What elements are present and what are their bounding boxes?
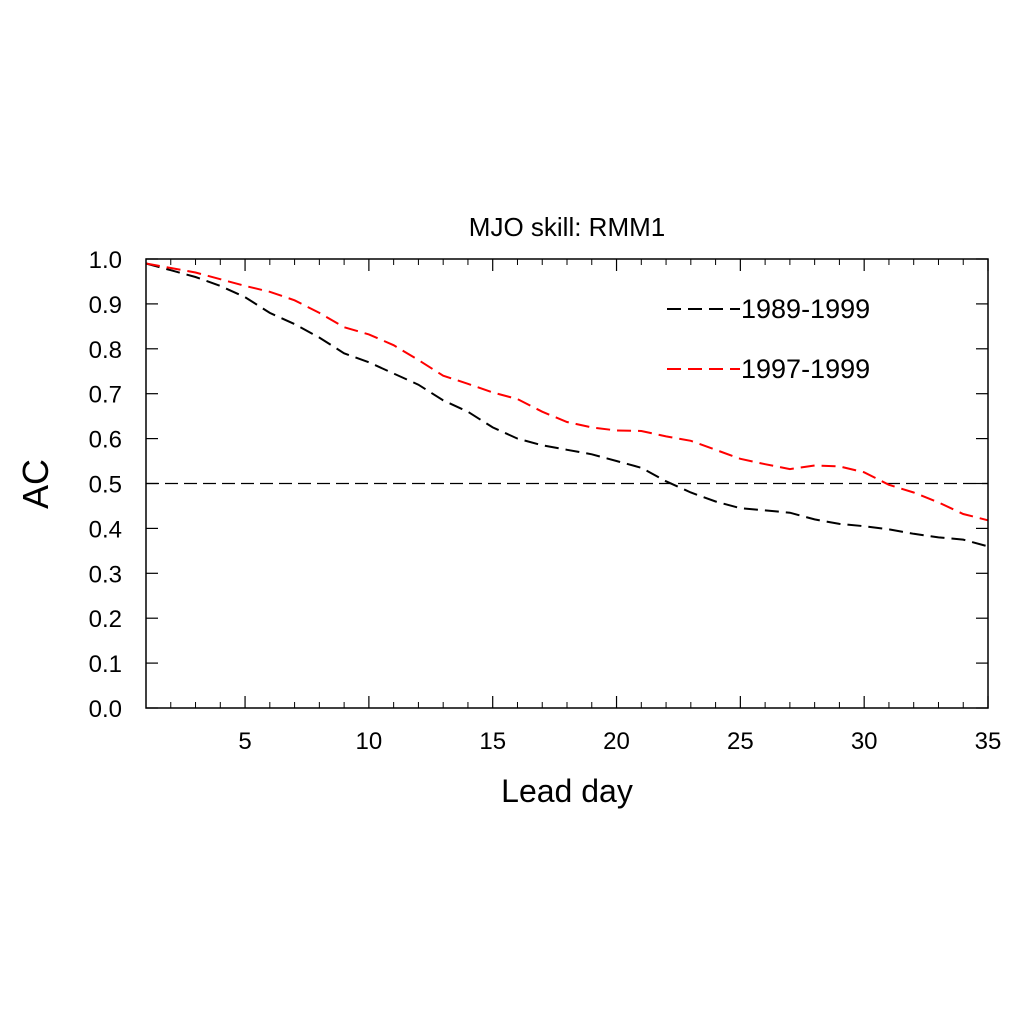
legend-label: 1989-1999	[741, 294, 870, 324]
y-axis-label: AC	[15, 459, 56, 509]
y-tick-label: 0.4	[89, 516, 122, 543]
series-line-1997-1999	[145, 262, 989, 522]
legend: 1989-1999 1997-1999	[667, 294, 870, 384]
x-axis-label: Lead day	[501, 773, 633, 809]
x-tick-label: 10	[356, 728, 383, 755]
series-group	[145, 262, 989, 548]
x-tick-label: 35	[975, 728, 1002, 755]
axis-ticks: 5 10 15 20 25 30 35 0.0 0.1 0.2 0.3 0.4 0.5 0.6 0.7 0.8…	[89, 247, 1002, 755]
x-tick-label: 5	[238, 728, 251, 755]
y-tick-label: 0.1	[89, 651, 122, 678]
y-tick-label: 0.3	[89, 561, 122, 588]
y-tick-label: 0.6	[89, 427, 122, 454]
y-tick-label: 0.9	[89, 292, 122, 319]
y-tick-label: 0.2	[89, 606, 122, 633]
y-tick-label: 0.0	[89, 696, 122, 723]
x-tick-label: 20	[603, 728, 630, 755]
x-tick-label: 15	[479, 728, 506, 755]
chart-title: MJO skill: RMM1	[469, 212, 665, 242]
y-tick-label: 1.0	[89, 247, 122, 274]
x-tick-label: 25	[727, 728, 754, 755]
series-line-1989-1999	[145, 262, 989, 548]
y-tick-label: 0.8	[89, 337, 122, 364]
x-tick-label: 30	[851, 728, 878, 755]
y-tick-label: 0.5	[89, 472, 122, 499]
legend-label: 1997-1999	[741, 354, 870, 384]
y-tick-label: 0.7	[89, 382, 122, 409]
